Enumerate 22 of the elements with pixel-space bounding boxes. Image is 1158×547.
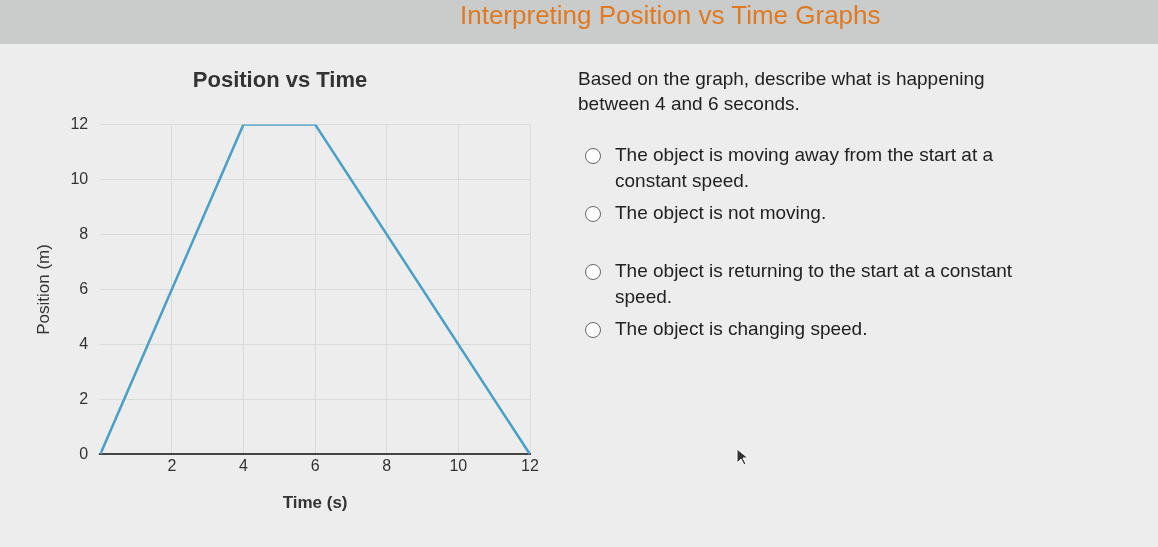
y-axis-title: Position (m) [33,244,53,335]
x-tick-label: 8 [382,457,392,475]
y-tick-label: 2 [79,389,89,407]
x-axis-title: Time (s) [282,493,348,513]
text: The object is changing speed. [615,317,868,341]
chart-title: Position vs Time [192,67,368,93]
text: Based on the graph, describe what is happening between 4 and 6 seconds. [578,67,986,116]
text: The object is not moving. [615,201,827,225]
y-tick-label: 0 [79,444,89,462]
y-tick-label: 10 [70,169,89,187]
y-tick-label: 4 [79,334,89,352]
text: Interpreting Position vs Time Graphs [0,0,1158,44]
x-tick-label: 2 [167,457,177,475]
x-tick-label: 10 [449,457,468,475]
text: The object is returning to the start at a constant speed. [615,259,1014,309]
y-tick-label: 8 [79,224,89,242]
y-tick-label: 12 [70,114,89,132]
x-tick-label: 6 [310,457,320,475]
text: The object is moving away from the start at a constant speed. [615,143,995,193]
x-tick-label: 4 [239,457,249,475]
y-tick-label: 6 [79,279,89,297]
x-tick-label: 12 [521,457,539,475]
